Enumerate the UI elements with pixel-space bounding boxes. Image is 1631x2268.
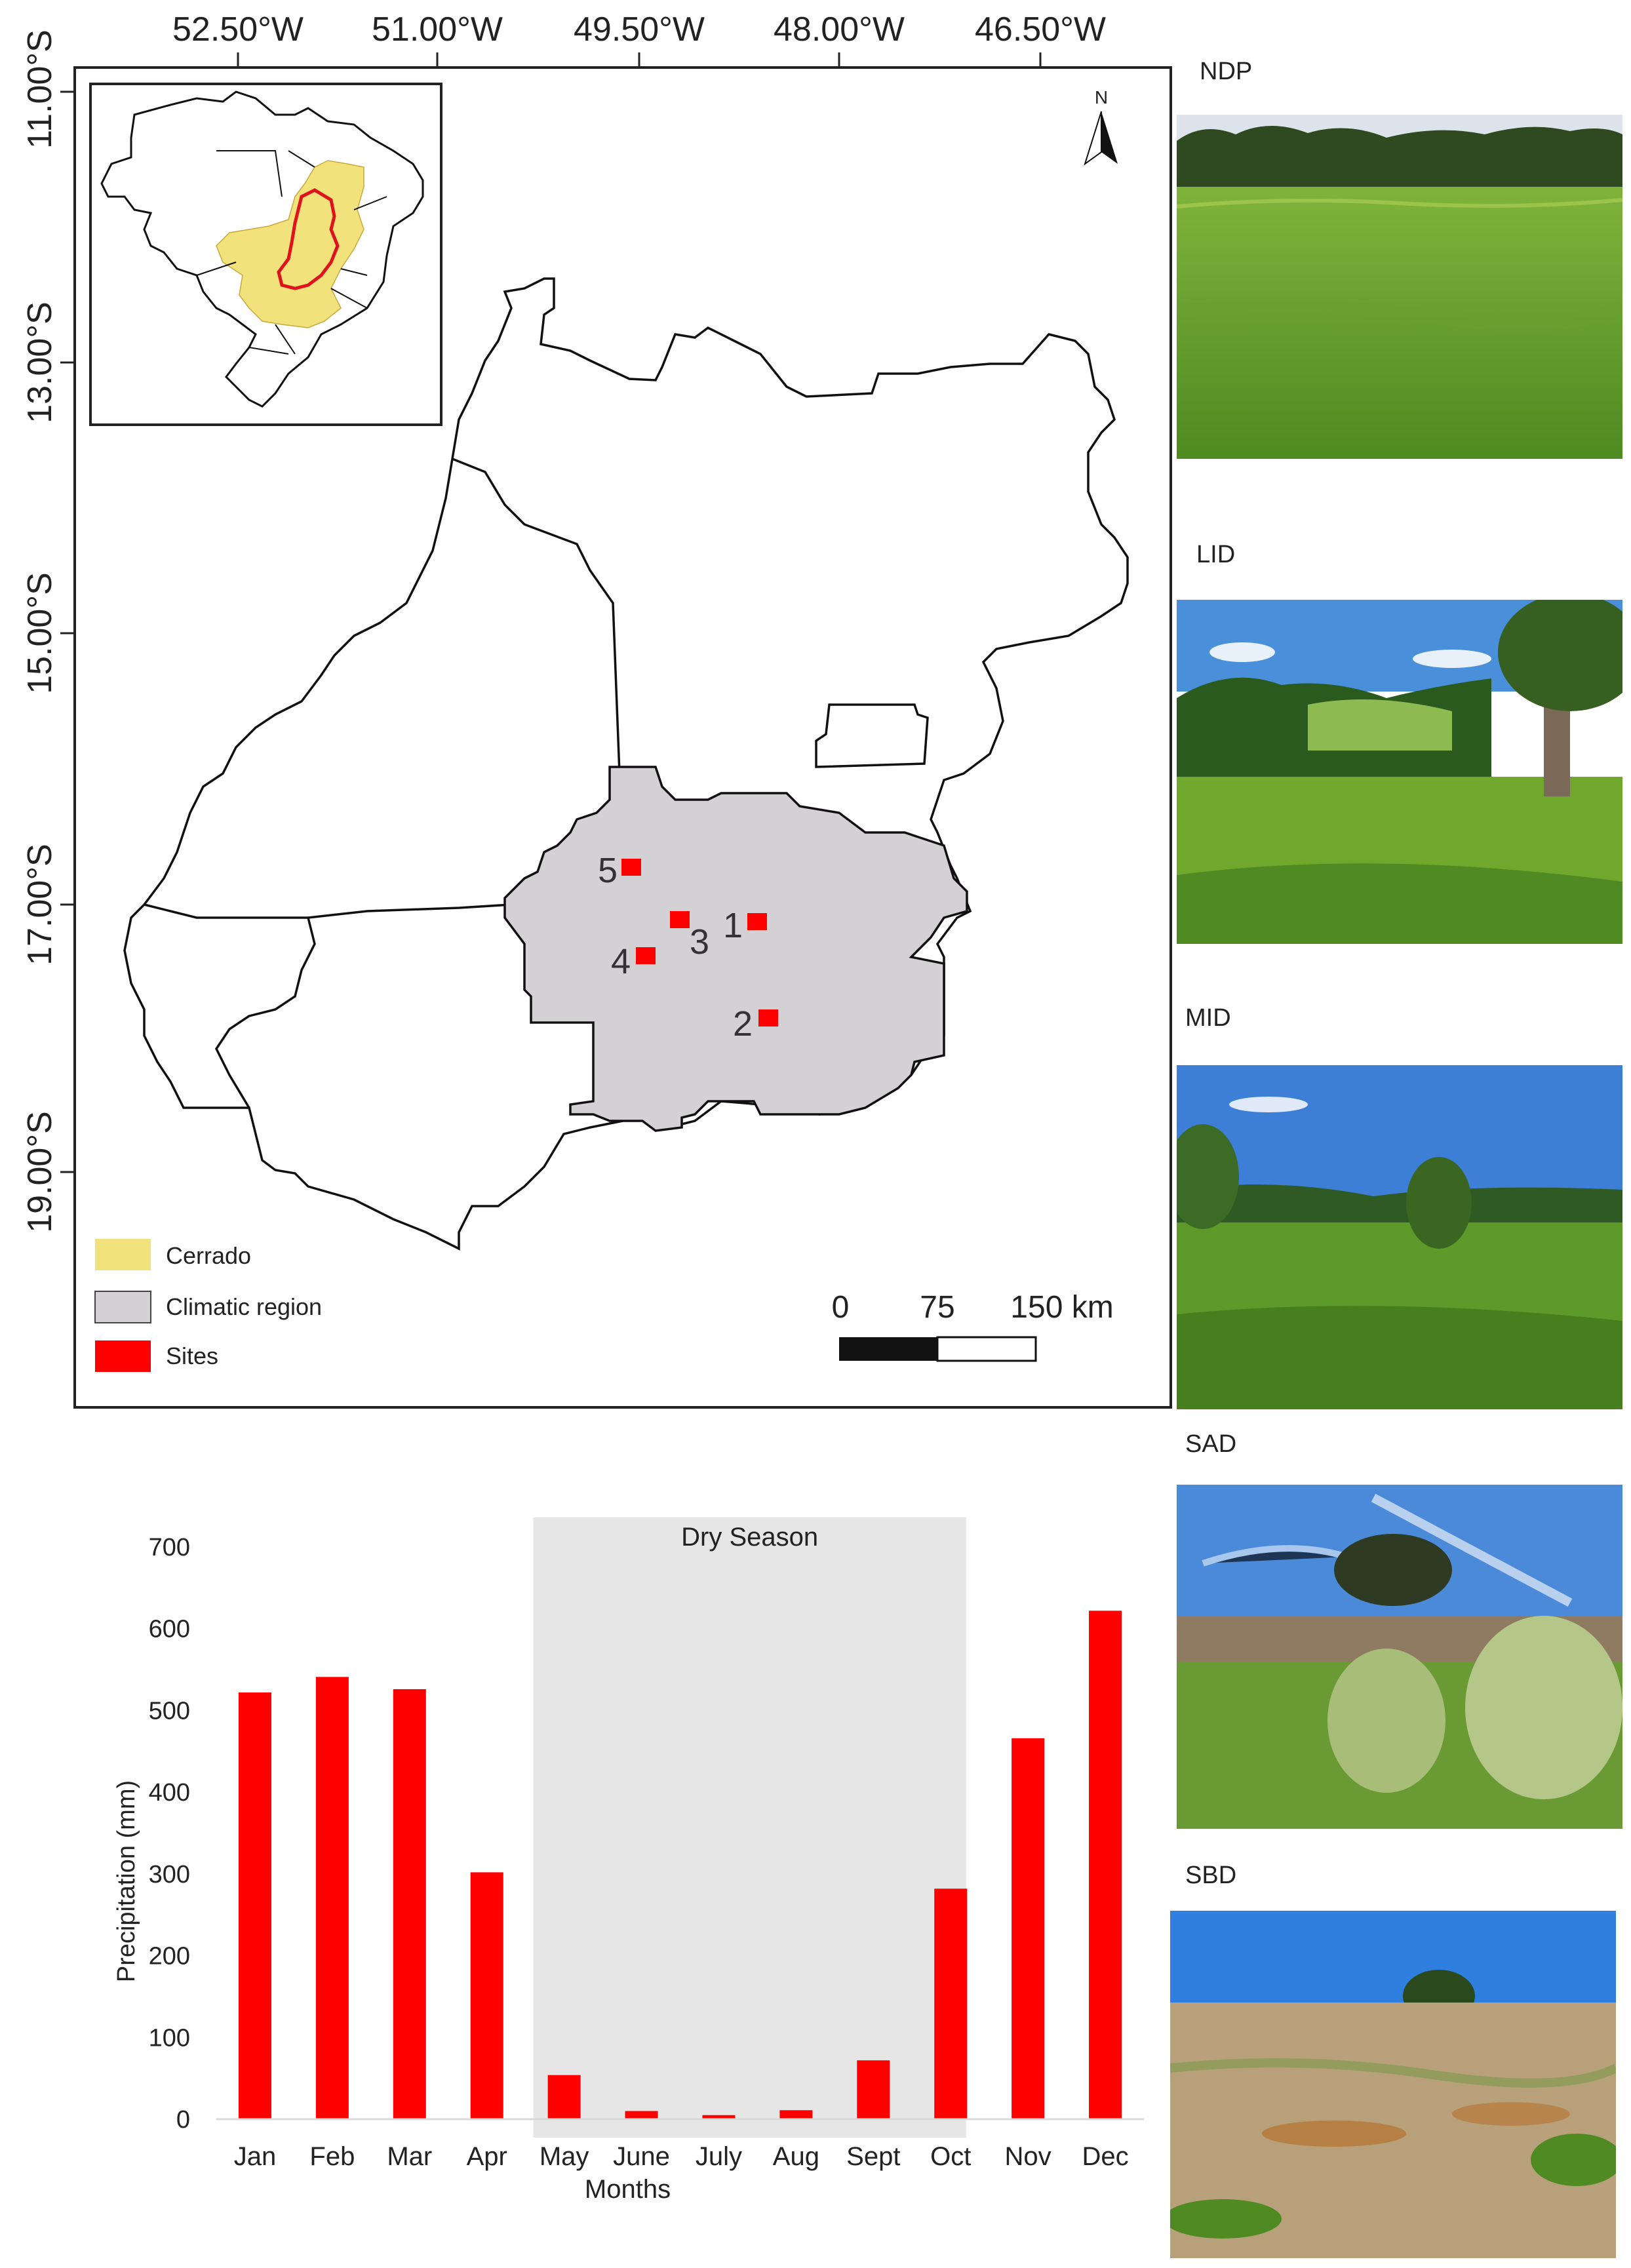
bar-mar bbox=[393, 1689, 426, 2119]
site-label: 5 bbox=[598, 851, 618, 890]
site-marker-5 bbox=[621, 859, 641, 876]
y-tick-label: 700 bbox=[149, 1534, 190, 1561]
lat-tick-label: 13.00°S bbox=[21, 302, 59, 423]
lon-tick-label: 52.50°W bbox=[172, 10, 304, 49]
photo-label-mid: MID bbox=[1185, 1004, 1231, 1032]
lat-tick-label: 17.00°S bbox=[21, 844, 59, 966]
scale-bar: 0 75 150 km bbox=[832, 1290, 1114, 1362]
legend-label-cerrado: Cerrado bbox=[166, 1242, 251, 1269]
bar-apr bbox=[470, 1872, 503, 2119]
lon-tick-label: 49.50°W bbox=[574, 10, 705, 49]
legend-swatch-sites bbox=[95, 1340, 151, 1372]
lat-tick-label: 11.00°S bbox=[21, 29, 59, 149]
x-tick-label: Oct bbox=[930, 2142, 971, 2171]
y-axis-label: Precipitation (mm) bbox=[113, 1780, 140, 1982]
site-label: 4 bbox=[611, 942, 631, 981]
federal-district-outline bbox=[815, 703, 929, 768]
dry-season-band bbox=[533, 1517, 966, 2138]
y-axis-ticks: 0 100 200 300 400 500 600 700 bbox=[149, 1534, 190, 2134]
internal-boundary bbox=[452, 458, 621, 774]
photo-label-sad: SAD bbox=[1185, 1430, 1237, 1458]
lat-tick-label: 19.00°S bbox=[21, 1111, 59, 1233]
y-tick-label: 0 bbox=[176, 2106, 190, 2134]
y-tick-label: 200 bbox=[149, 1943, 190, 1970]
x-tick-label: June bbox=[613, 2142, 670, 2171]
x-axis-label: Months bbox=[585, 2175, 671, 2204]
lon-tick-label: 46.50°W bbox=[975, 10, 1106, 49]
y-tick-label: 600 bbox=[149, 1616, 190, 1643]
site-label: 1 bbox=[723, 906, 743, 945]
brazil-inset-map bbox=[89, 83, 442, 426]
bar-june bbox=[625, 2111, 658, 2119]
x-tick-label: Dec bbox=[1082, 2142, 1128, 2171]
photo-sbd bbox=[1170, 1911, 1616, 2258]
photo-label-ndp: NDP bbox=[1200, 58, 1253, 85]
location-map: 52.50°W 51.00°W 49.50°W 48.00°W 46.50°W … bbox=[21, 10, 1172, 1409]
bar-oct bbox=[934, 1888, 968, 2119]
scale-label: 75 bbox=[920, 1290, 954, 1325]
x-tick-label: Feb bbox=[309, 2142, 355, 2171]
photo-lid bbox=[1177, 600, 1622, 944]
bar-feb bbox=[315, 1677, 349, 2119]
north-label: N bbox=[1095, 87, 1108, 108]
north-arrow-icon: N bbox=[1084, 87, 1118, 166]
photo-sad bbox=[1177, 1485, 1622, 1829]
bar-nov bbox=[1012, 1738, 1045, 2119]
y-tick-label: 500 bbox=[149, 1697, 190, 1725]
lon-tick-label: 48.00°W bbox=[774, 10, 905, 49]
site-label: 3 bbox=[690, 922, 709, 962]
bar-july bbox=[702, 2115, 736, 2119]
scale-label: 150 km bbox=[1010, 1290, 1113, 1325]
site-marker-4 bbox=[636, 947, 656, 964]
legend-swatch-cerrado bbox=[95, 1239, 151, 1270]
x-tick-label: Sept bbox=[846, 2142, 900, 2171]
lon-tick-label: 51.00°W bbox=[372, 10, 503, 49]
bar-jan bbox=[238, 1692, 271, 2119]
photo-mid bbox=[1177, 1065, 1622, 1409]
x-tick-label: Apr bbox=[467, 2142, 507, 2171]
y-tick-label: 100 bbox=[149, 2024, 190, 2052]
bar-may bbox=[547, 2075, 581, 2119]
map-legend: Cerrado Climatic region Sites bbox=[94, 1239, 322, 1372]
x-axis-ticks: Jan Feb Mar Apr May June July Aug Sept Oct Nov Dec bbox=[234, 2142, 1129, 2171]
sites-layer: 5 3 1 4 2 bbox=[598, 851, 778, 1044]
bar-dec bbox=[1089, 1611, 1122, 2119]
dry-season-label: Dry Season bbox=[681, 1523, 818, 1552]
x-tick-label: Aug bbox=[773, 2142, 819, 2171]
lon-ticks bbox=[237, 52, 1042, 68]
site-marker-1 bbox=[747, 913, 767, 930]
internal-boundary bbox=[214, 917, 316, 1108]
y-tick-label: 400 bbox=[149, 1779, 190, 1807]
state-borders bbox=[196, 150, 387, 355]
bar-aug bbox=[779, 2110, 813, 2119]
x-tick-label: May bbox=[540, 2142, 589, 2171]
legend-label-climatic-region: Climatic region bbox=[166, 1293, 322, 1320]
site-marker-3 bbox=[670, 911, 690, 928]
bar-sept bbox=[857, 2060, 890, 2119]
x-tick-label: Nov bbox=[1005, 2142, 1051, 2171]
lat-tick-label: 15.00°S bbox=[21, 572, 59, 694]
legend-label-sites: Sites bbox=[166, 1342, 218, 1369]
lat-ticks bbox=[60, 90, 75, 1173]
photo-label-lid: LID bbox=[1196, 541, 1236, 568]
climatic-region bbox=[503, 766, 968, 1132]
site-marker-2 bbox=[758, 1009, 778, 1026]
bars-layer bbox=[238, 1611, 1122, 2119]
scale-label: 0 bbox=[832, 1290, 850, 1325]
photo-label-sbd: SBD bbox=[1185, 1862, 1237, 1889]
goias-highlight bbox=[277, 188, 340, 290]
x-tick-label: Jan bbox=[234, 2142, 277, 2171]
x-tick-label: Mar bbox=[387, 2142, 432, 2171]
photo-ndp bbox=[1177, 115, 1622, 459]
legend-swatch-climatic-region bbox=[94, 1291, 151, 1323]
site-label: 2 bbox=[733, 1004, 753, 1044]
y-tick-label: 300 bbox=[149, 1861, 190, 1888]
x-tick-label: July bbox=[696, 2142, 742, 2171]
precipitation-bar-chart: Dry Season 0 100 200 300 400 500 600 700 Jan Feb… bbox=[113, 1517, 1144, 2204]
